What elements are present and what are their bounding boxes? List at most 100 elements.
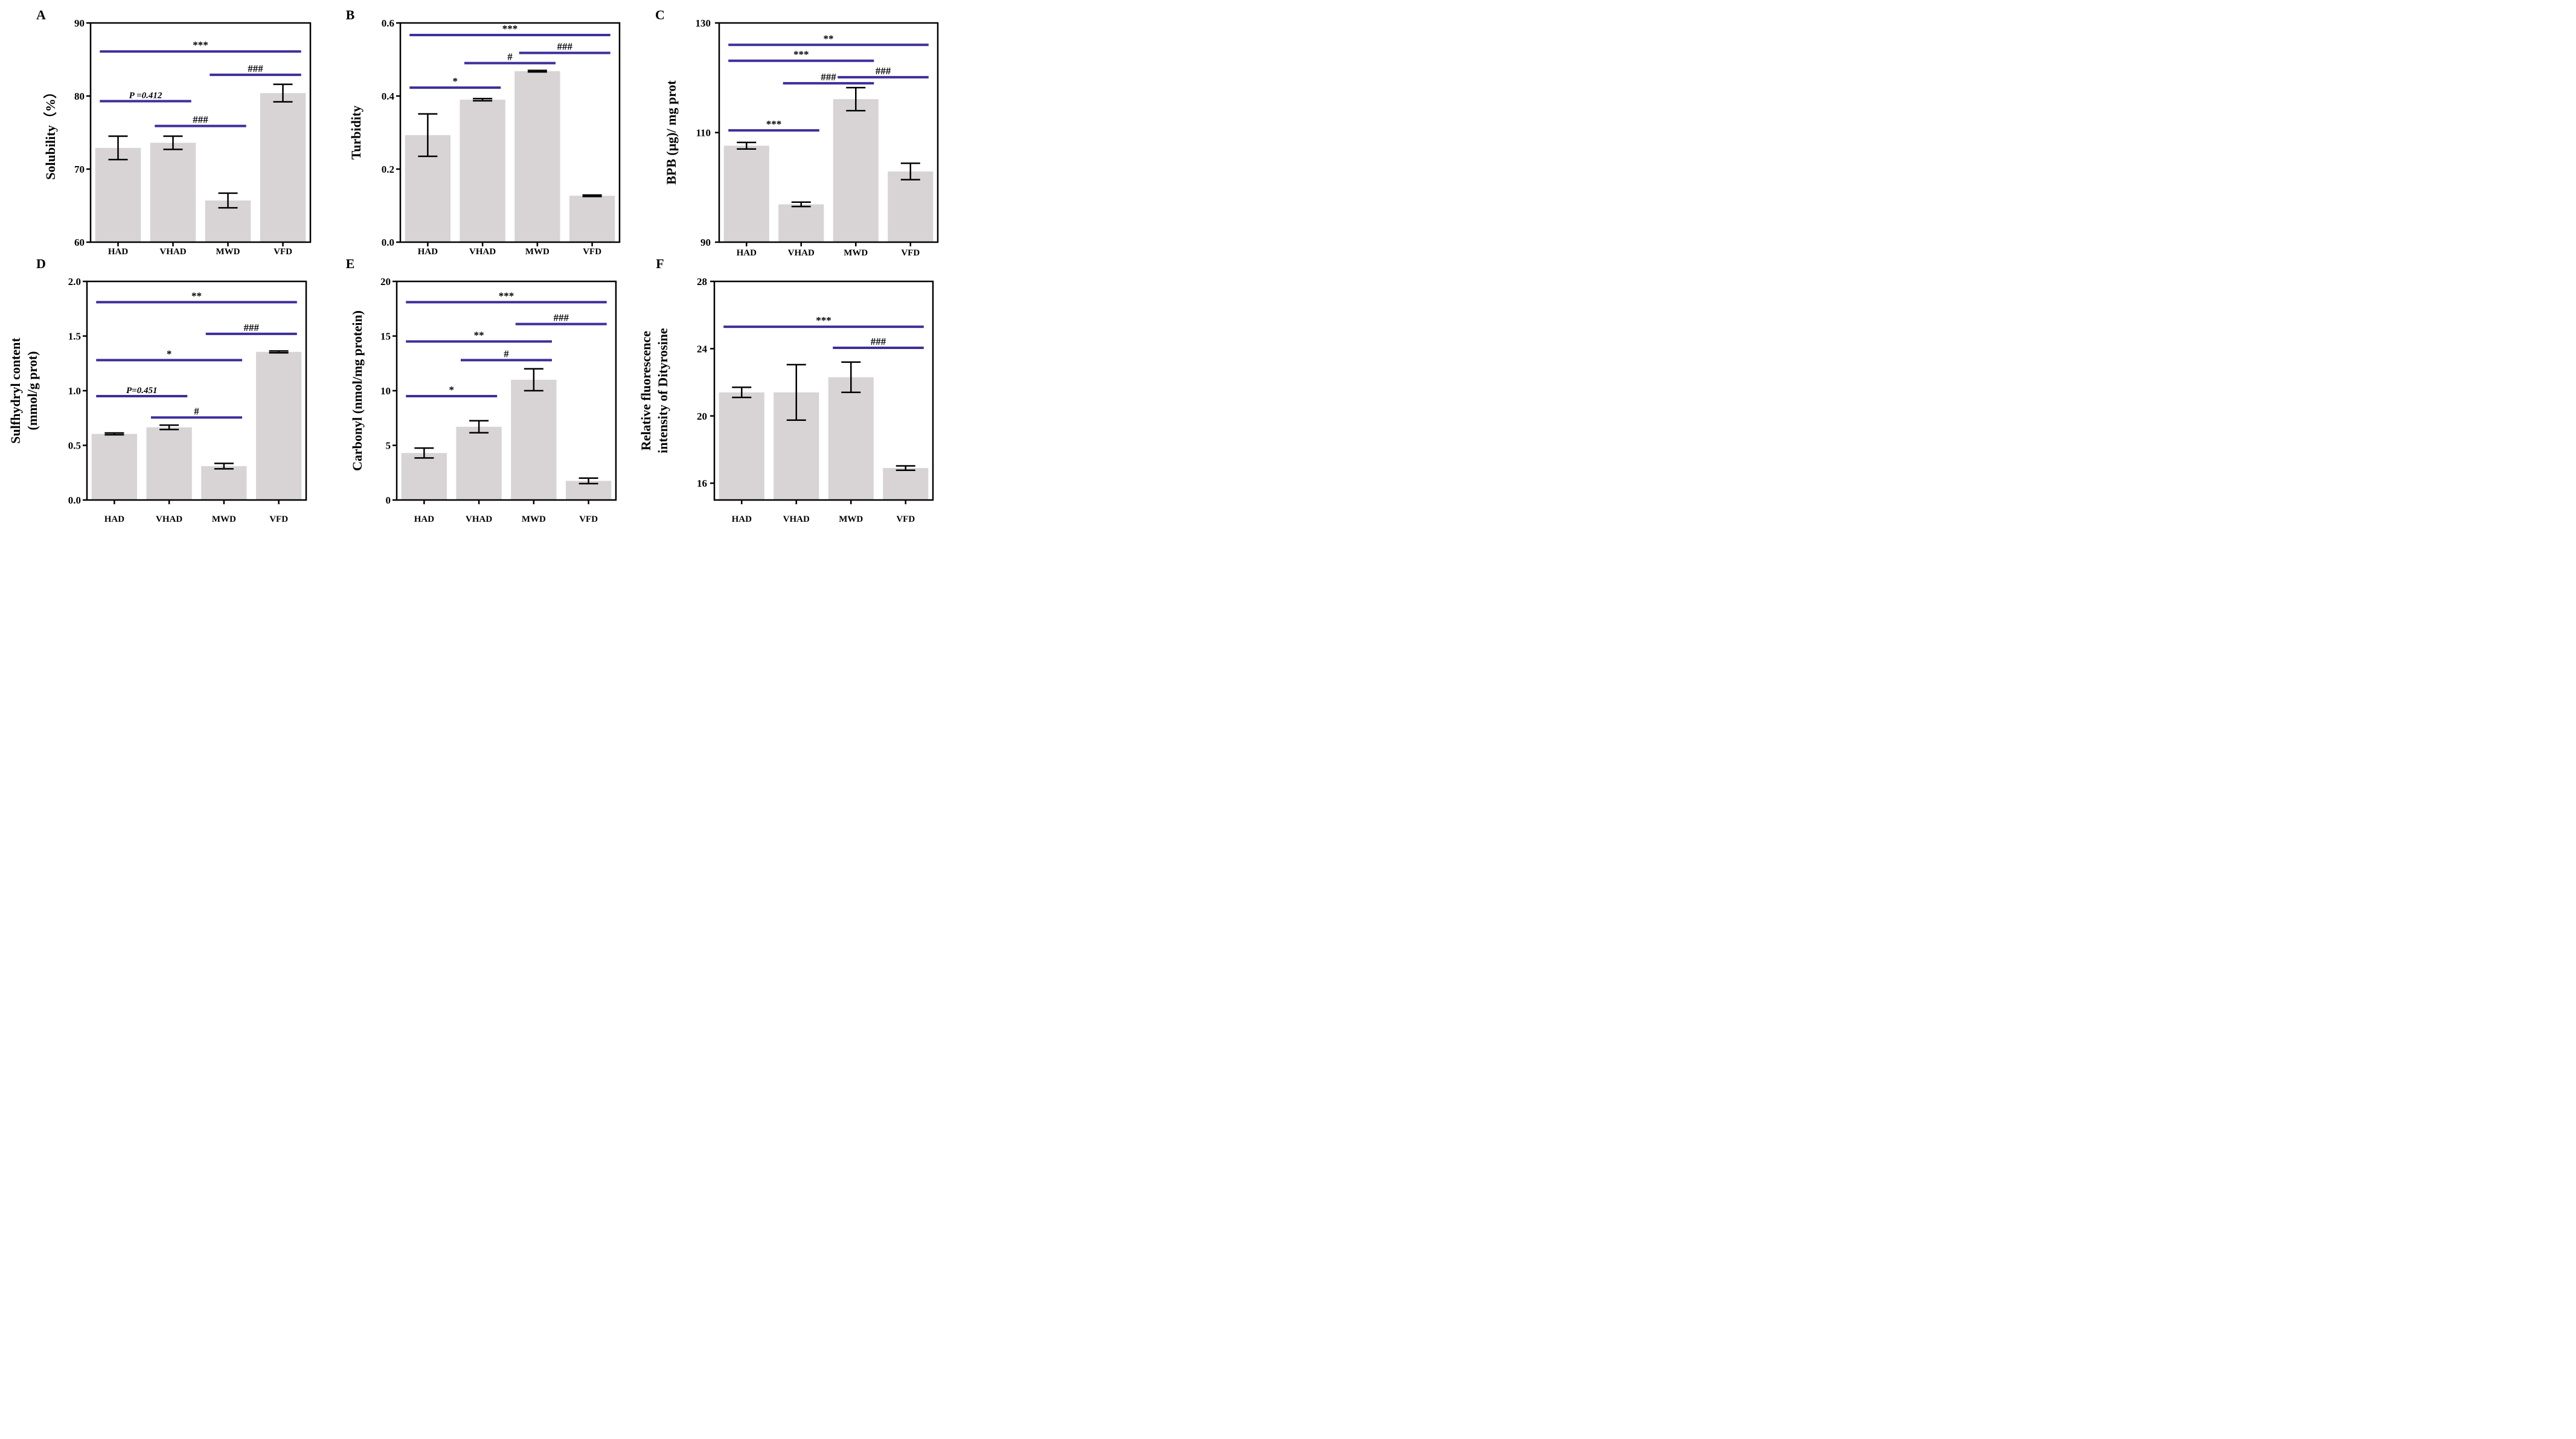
y-tick-label-d: 0.5 xyxy=(68,440,81,452)
sig-label-e: ### xyxy=(554,312,569,324)
bar-d-vhad xyxy=(146,427,192,500)
bar-c-vhad xyxy=(778,204,824,242)
panel-f: F 16 20 24 28 HAD VHAD MWD VFD Relative fluoresce… xyxy=(638,256,934,524)
y-axis-label-line: Carbonyl (nmol/mg protein) xyxy=(350,310,365,471)
category-label-b-had: HAD xyxy=(418,247,438,257)
error-bar-d-had xyxy=(104,432,124,436)
sig-label-f: ### xyxy=(871,336,886,347)
category-label-d-mwd: MWD xyxy=(212,514,236,524)
plot-frame-b xyxy=(399,22,621,243)
error-bar-c-vfd xyxy=(900,162,920,181)
y-tick-label-e: 20 xyxy=(380,276,391,287)
bar-e-had xyxy=(401,453,447,500)
category-label-e-mwd: MWD xyxy=(522,514,546,524)
category-label-b-vhad: VHAD xyxy=(469,247,496,257)
error-bar-e-mwd xyxy=(524,368,543,392)
y-axis-label-line: Turbidity xyxy=(348,106,364,160)
y-tick-label-f: 28 xyxy=(697,276,707,287)
sig-label-e: *** xyxy=(499,290,514,301)
category-label-c-vhad: VHAD xyxy=(788,248,815,258)
bar-b-vfd xyxy=(569,196,615,242)
y-tick-label-f: 24 xyxy=(697,343,708,354)
category-label-f-mwd: MWD xyxy=(839,514,863,524)
error-bar-a-vfd xyxy=(273,83,293,103)
error-bar-b-vhad xyxy=(473,97,493,102)
bar-b-vhad xyxy=(460,100,505,242)
bar-f-mwd xyxy=(828,377,874,500)
error-bar-b-had xyxy=(418,113,438,158)
category-label-c-vfd: VFD xyxy=(901,248,920,258)
panel-letter-d: D xyxy=(36,256,46,271)
sig-label-a: *** xyxy=(193,39,208,51)
error-bar-f-vfd xyxy=(896,465,915,471)
error-bar-d-vhad xyxy=(159,424,179,431)
error-bar-c-mwd xyxy=(846,86,866,112)
category-label-f-vfd: VFD xyxy=(896,514,915,524)
category-label-d-had: HAD xyxy=(104,514,125,524)
error-bar-f-had xyxy=(732,386,752,399)
panel-c: C 90 110 130 HAD VHAD MWD VFD BPB (μg)/ mg prot *… xyxy=(655,7,939,258)
category-label-b-vfd: VFD xyxy=(583,247,601,257)
error-bar-a-vhad xyxy=(163,135,183,150)
sig-label-a: ### xyxy=(193,114,208,126)
error-bar-a-mwd xyxy=(218,192,238,209)
y-axis-label-line: Sulfhydryl content xyxy=(8,338,23,444)
y-tick-label-c: 130 xyxy=(696,18,711,29)
y-tick-label-e: 10 xyxy=(380,385,391,397)
y-tick-label-e: 0 xyxy=(386,495,391,506)
sig-label-c: ** xyxy=(824,33,834,44)
bar-f-had xyxy=(719,392,764,500)
error-bar-e-vfd xyxy=(578,477,598,485)
y-tick-label-f: 20 xyxy=(697,411,707,422)
sig-label-c: *** xyxy=(766,118,782,130)
sig-label-b: # xyxy=(507,51,513,63)
error-bar-b-mwd xyxy=(527,69,547,73)
sig-label-c: *** xyxy=(793,49,809,60)
category-label-a-vfd: VFD xyxy=(274,247,292,257)
bar-c-mwd xyxy=(833,99,879,242)
sig-label-d: # xyxy=(194,405,199,417)
bar-a-had xyxy=(95,147,141,242)
y-axis-label-line: intensity of Dityrosine xyxy=(655,328,670,453)
y-axis-label-b: Turbidity xyxy=(348,106,364,160)
bar-e-vhad xyxy=(456,426,502,500)
panel-letter-c: C xyxy=(655,7,665,22)
category-label-e-vhad: VHAD xyxy=(466,514,492,524)
bar-d-mwd xyxy=(201,466,247,500)
panel-letter-b: B xyxy=(346,7,355,22)
sig-label-e: * xyxy=(449,384,455,396)
panel-e: E 0 5 10 15 20 HAD VHAD MWD VFD Carbonyl (nmol/mg … xyxy=(346,256,617,524)
plot-frame-a xyxy=(89,22,312,243)
error-bar-f-mwd xyxy=(841,361,861,394)
y-axis-label-line: (mmol/g prot) xyxy=(25,351,40,431)
y-tick-label-b: 0.0 xyxy=(382,237,394,248)
bar-f-vfd xyxy=(883,468,929,500)
bar-a-vfd xyxy=(260,93,306,242)
error-bar-a-had xyxy=(108,135,128,161)
error-bar-d-vfd xyxy=(269,350,289,354)
y-tick-label-d: 1.5 xyxy=(68,331,81,342)
y-tick-label-c: 110 xyxy=(696,127,711,139)
y-tick-label-e: 15 xyxy=(380,331,391,342)
sig-label-b: *** xyxy=(502,23,518,34)
error-bar-f-vhad xyxy=(786,364,806,421)
category-label-d-vfd: VFD xyxy=(269,514,288,524)
y-tick-label-a: 90 xyxy=(74,18,85,29)
sig-label-e: # xyxy=(504,348,509,359)
category-label-a-had: HAD xyxy=(108,247,129,257)
panel-letter-f: F xyxy=(656,256,664,271)
sig-label-b: ### xyxy=(557,41,573,53)
y-tick-label-d: 1.0 xyxy=(68,385,81,397)
y-tick-label-a: 80 xyxy=(74,91,85,102)
category-label-c-mwd: MWD xyxy=(844,248,868,258)
y-tick-label-f: 16 xyxy=(697,478,707,489)
category-label-b-mwd: MWD xyxy=(525,247,549,257)
sig-label-d: * xyxy=(167,348,172,359)
panel-d: D 0.0 0.5 1.0 1.5 2.0 HAD VHAD MWD VFD Sulfhydryl … xyxy=(8,256,307,524)
sig-label-f: *** xyxy=(816,315,831,326)
sig-label-a: ### xyxy=(248,63,263,74)
bar-e-mwd xyxy=(511,379,557,500)
error-bar-b-vfd xyxy=(582,194,602,197)
